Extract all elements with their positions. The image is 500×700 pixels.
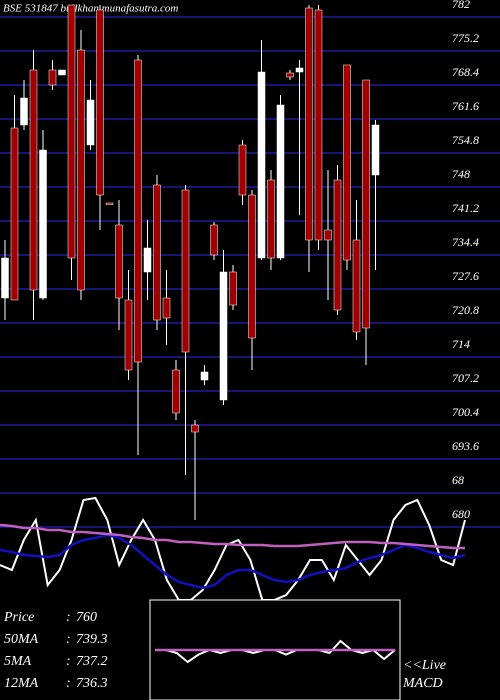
candle-body [115, 224, 123, 299]
stat-label: Price [3, 610, 34, 625]
y-tick-label: 680 [452, 507, 470, 521]
candle-body [286, 72, 294, 78]
candle-body [96, 9, 104, 196]
candle-body [162, 297, 171, 319]
candle-body [200, 371, 209, 381]
y-tick-label: 775.2 [452, 31, 479, 45]
candle-body [219, 271, 228, 401]
y-tick-label: 707.2 [452, 371, 479, 385]
y-tick-label: 693.6 [452, 439, 479, 453]
candle-body [172, 369, 180, 414]
stat-value: 760 [76, 610, 97, 625]
candle-body [276, 104, 285, 259]
indicators-line [0, 523, 465, 550]
stat-label: 50MA [4, 632, 39, 647]
y-tick-label: 761.6 [452, 99, 479, 113]
y-tick-label: 727.6 [452, 269, 479, 283]
candle-body [314, 9, 323, 241]
indicators-line [0, 496, 466, 601]
candle-body [67, 4, 76, 259]
y-tick-label: 741.2 [452, 201, 479, 215]
candle-body [29, 69, 38, 291]
stat-value: 739.3 [76, 632, 108, 647]
stat-value: 737.2 [76, 654, 108, 669]
candle-body [48, 69, 57, 86]
y-tick-label: 768.4 [452, 65, 479, 79]
candle-body [1, 257, 9, 299]
stat-separator: : [66, 632, 71, 647]
candle-body [333, 179, 342, 311]
y-tick-label: 700.4 [452, 405, 479, 419]
chart-title: BSE 531847 bullkhan.munafasutra.com [3, 3, 178, 15]
candle-body [58, 69, 66, 76]
y-tick-label: 734.4 [452, 235, 479, 249]
stat-separator: : [66, 676, 71, 691]
candle-body [305, 7, 313, 241]
candle-body [248, 194, 256, 339]
candle-body [10, 127, 19, 301]
candle-body [105, 202, 114, 205]
stat-label: 12MA [4, 676, 39, 691]
candle-body [134, 59, 142, 363]
stat-separator: : [66, 654, 71, 669]
y-tick-label: 754.8 [452, 133, 479, 147]
candle-body [229, 271, 237, 306]
candle-body [124, 299, 133, 371]
candle-body [143, 247, 152, 273]
stat-label: 5MA [4, 654, 32, 669]
candle-body [39, 149, 47, 299]
candle-body [371, 124, 380, 176]
candle-body [238, 144, 247, 196]
candle-body [210, 224, 218, 256]
macd-panel [155, 639, 396, 664]
candle-body [324, 229, 332, 241]
candle-body [191, 424, 199, 433]
stat-separator: : [66, 610, 71, 625]
candle-body [343, 64, 351, 261]
candle-body [153, 184, 161, 321]
candle-body [257, 71, 266, 259]
live-label: <<Live [403, 658, 446, 673]
stat-value: 736.3 [76, 676, 108, 691]
y-tick-label: 782 [452, 0, 470, 11]
y-tick-label: 720.8 [452, 303, 479, 317]
macd-label: MACD [402, 676, 443, 691]
candle-body [86, 99, 95, 146]
candle-body [77, 49, 85, 291]
indicators-line [0, 533, 466, 590]
candle-body [295, 67, 304, 73]
candle-body [181, 189, 190, 353]
candle-body [267, 179, 275, 259]
y-tick-label: 714 [452, 337, 470, 351]
candle-body [362, 79, 370, 329]
y-tick-label: 68 [452, 473, 464, 487]
candle-body [20, 97, 28, 126]
y-tick-label: 748 [452, 167, 470, 181]
candle-body [352, 239, 361, 333]
